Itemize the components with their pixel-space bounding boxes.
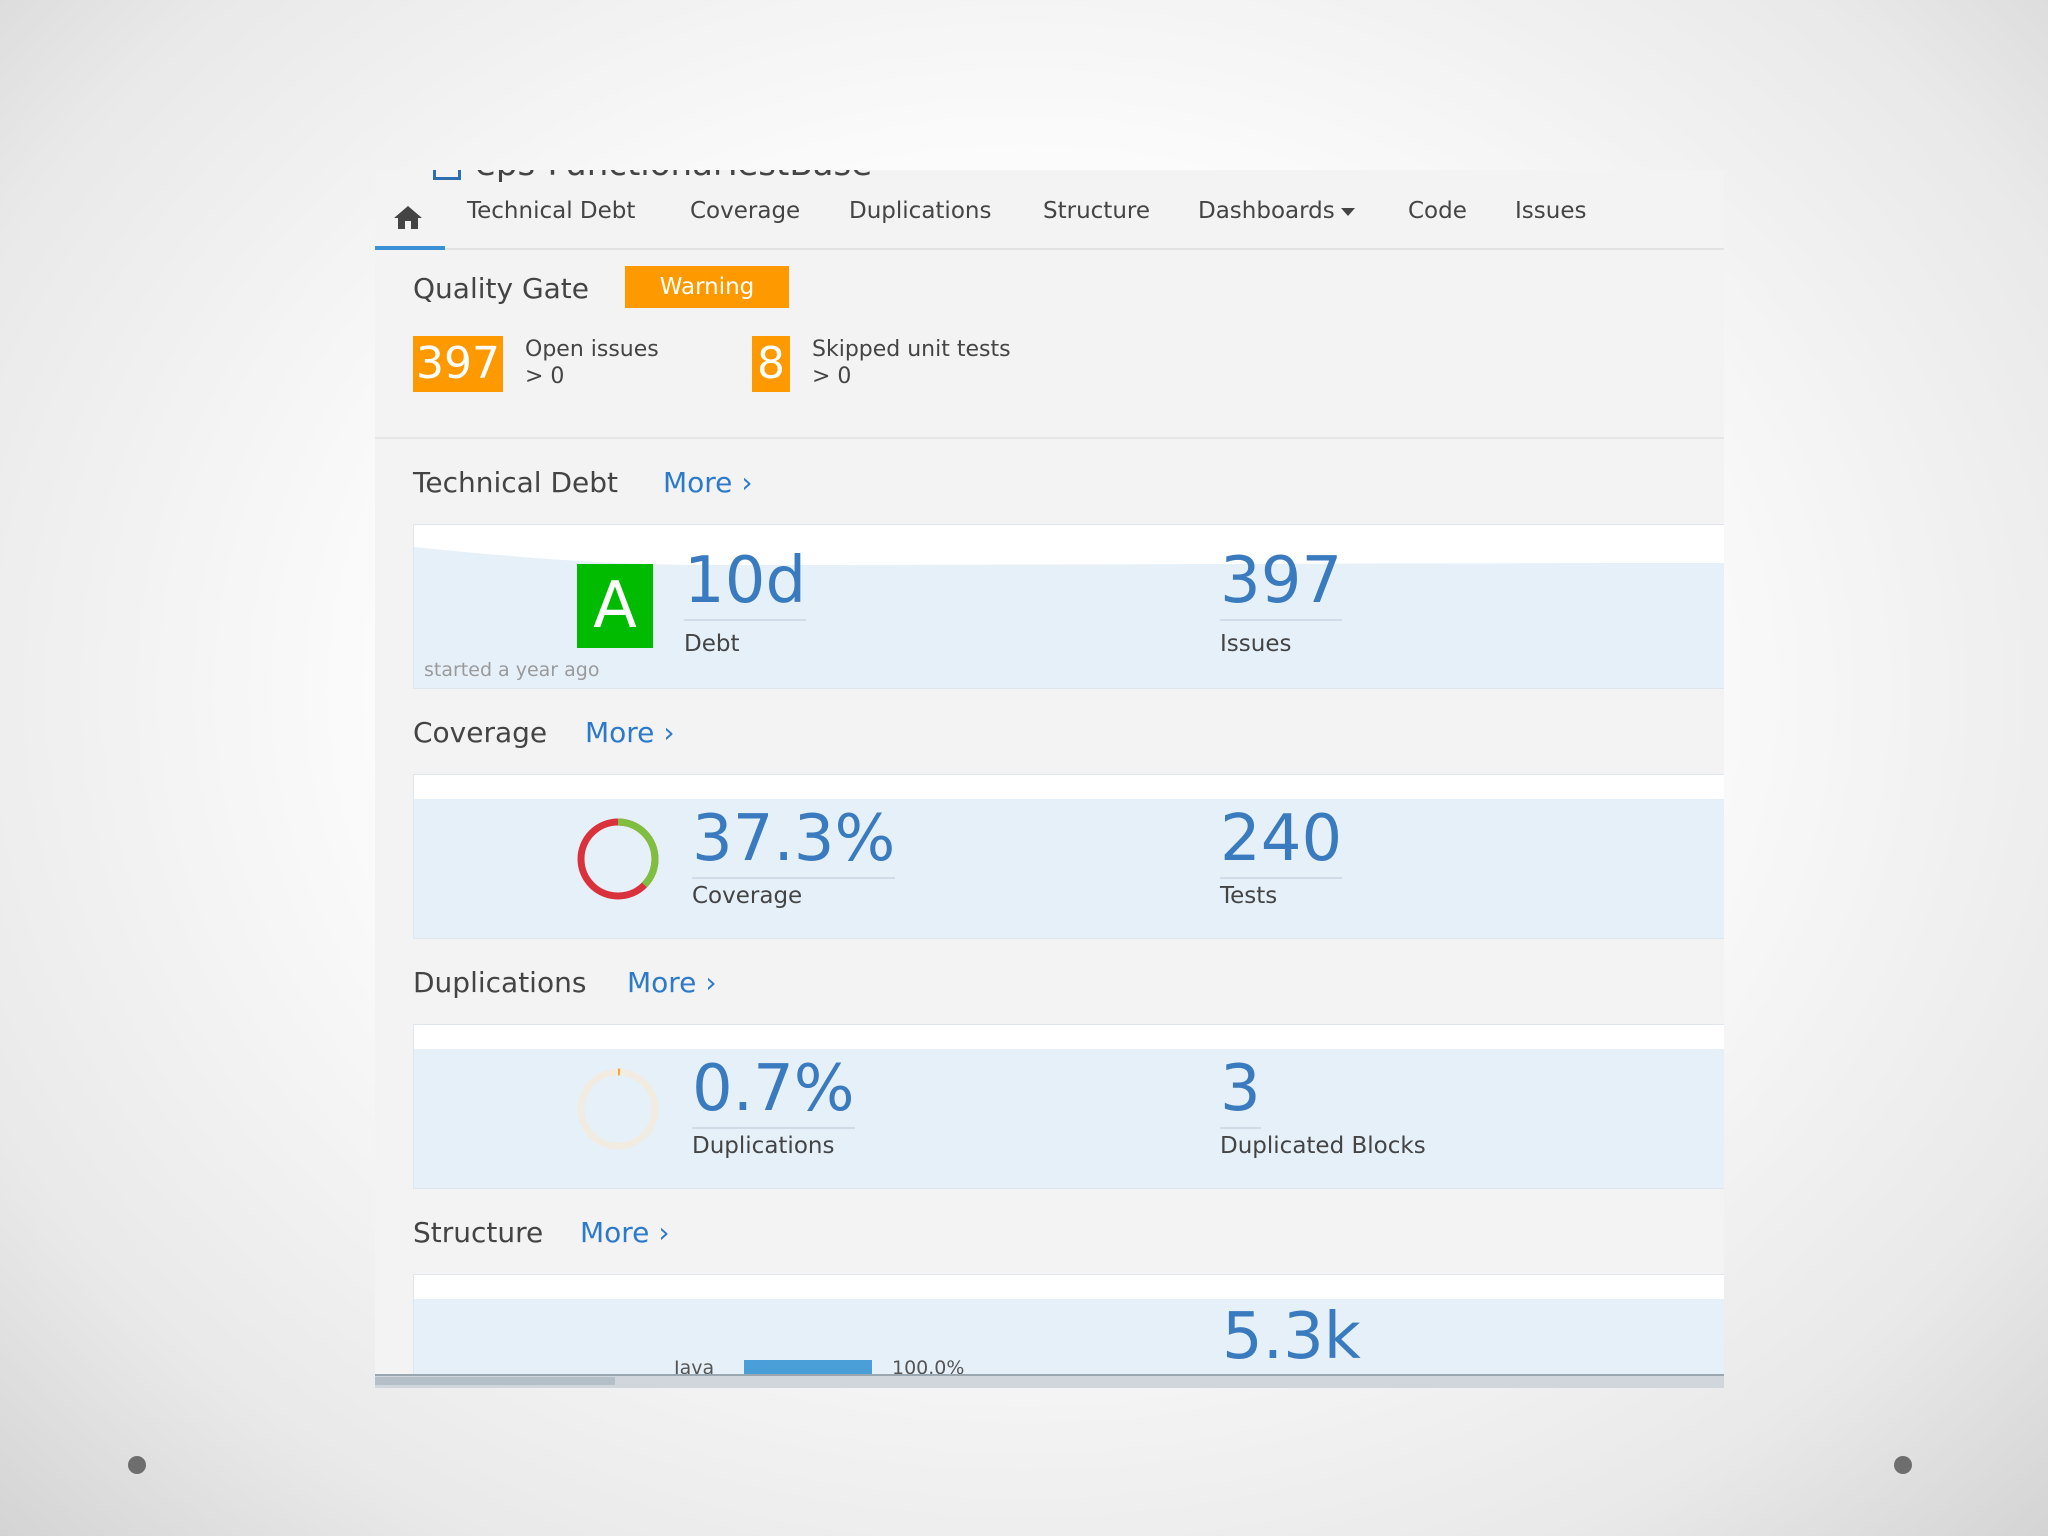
duplicated-blocks-value-text: 3 (1220, 1052, 1261, 1126)
open-issues-label: Open issues (525, 337, 659, 362)
nav-structure[interactable]: Structure (1043, 198, 1150, 224)
project-title: eps-FunctionalTestBase (407, 170, 872, 184)
tests-value-text: 240 (1220, 802, 1343, 876)
open-issues-threshold: > 0 (525, 364, 565, 389)
home-icon (394, 206, 422, 229)
skipped-tests-count[interactable]: 8 (752, 336, 790, 392)
nav-issues[interactable]: Issues (1515, 198, 1587, 224)
duplications-donut-chart (577, 1068, 659, 1150)
slide-bullet-left (128, 1456, 146, 1474)
structure-card-top (414, 1275, 1724, 1299)
duplications-value-text: 0.7% (692, 1052, 855, 1126)
nav-duplications[interactable]: Duplications (849, 198, 992, 224)
duplications-donut-value (577, 1068, 659, 1150)
issues-value[interactable]: 397 (1220, 543, 1343, 621)
language-percent: 100.0% (892, 1357, 965, 1379)
sonarqube-screenshot: eps-FunctionalTestBase Technical Debt Co… (375, 170, 1724, 1388)
structure-more-link[interactable]: More › (580, 1216, 670, 1249)
issues-label: Issues (1220, 631, 1292, 657)
tests-value[interactable]: 240 (1220, 801, 1343, 879)
structure-heading: Structure (413, 1216, 544, 1249)
skipped-tests-condition: Skipped unit tests > 0 (812, 336, 1011, 390)
language-label: Java (674, 1357, 715, 1379)
coverage-value-text: 37.3% (692, 802, 896, 876)
technical-debt-heading: Technical Debt (413, 466, 619, 499)
nav-code[interactable]: Code (1408, 198, 1467, 224)
nav-coverage[interactable]: Coverage (690, 198, 801, 224)
duplications-donut-track (577, 1068, 659, 1150)
coverage-label: Coverage (692, 883, 803, 909)
issues-value-text: 397 (1220, 544, 1343, 618)
structure-card: Java 100.0% 5.3k (413, 1274, 1724, 1386)
quality-gate-status-badge: Warning (625, 266, 789, 308)
debt-label: Debt (684, 631, 740, 657)
duplicated-blocks-label: Duplicated Blocks (1220, 1133, 1426, 1159)
technical-debt-more-link[interactable]: More › (663, 466, 753, 499)
chevron-down-icon (1340, 207, 1355, 216)
structure-size-value[interactable]: 5.3k (1222, 1300, 1361, 1374)
nav-dashboards-label: Dashboards (1198, 198, 1335, 224)
coverage-value[interactable]: 37.3% (692, 801, 896, 879)
quality-gate-panel: Quality Gate Warning 397 Open issues > 0… (375, 250, 1724, 439)
tests-label: Tests (1220, 883, 1278, 909)
duplications-value[interactable]: 0.7% (692, 1051, 855, 1129)
coverage-card-top (414, 775, 1724, 799)
duplications-card-top (414, 1025, 1724, 1049)
coverage-donut-chart (577, 818, 659, 900)
project-icon (433, 170, 461, 180)
open-issues-count[interactable]: 397 (413, 336, 503, 392)
coverage-more-link[interactable]: More › (585, 716, 675, 749)
language-bar-track (744, 1360, 872, 1374)
project-nav: Technical Debt Coverage Duplications Str… (375, 188, 1724, 251)
skipped-tests-threshold: > 0 (812, 364, 852, 389)
coverage-donut-covered (577, 818, 659, 900)
debt-trend-area (414, 525, 1724, 565)
slide-bullet-right (1894, 1456, 1912, 1474)
scrollbar-thumb[interactable] (375, 1377, 615, 1385)
technical-debt-card: A 10d Debt 397 Issues started a year ago (413, 524, 1724, 689)
debt-value-text: 10d (684, 544, 807, 618)
duplicated-blocks-value[interactable]: 3 (1220, 1051, 1261, 1129)
debt-started-note: started a year ago (424, 659, 600, 681)
nav-technical-debt[interactable]: Technical Debt (467, 198, 636, 224)
quality-gate-title: Quality Gate (413, 272, 590, 305)
duplications-heading: Duplications (413, 966, 587, 999)
open-issues-condition: Open issues > 0 (525, 336, 659, 390)
duplications-more-link[interactable]: More › (627, 966, 717, 999)
nav-dashboards[interactable]: Dashboards (1198, 198, 1355, 224)
skipped-tests-label: Skipped unit tests (812, 337, 1011, 362)
duplications-card: 0.7% Duplications 3 Duplicated Blocks (413, 1024, 1724, 1189)
language-bar (744, 1360, 872, 1374)
duplications-label: Duplications (692, 1133, 835, 1159)
nav-home-tab[interactable] (375, 188, 445, 251)
debt-value[interactable]: 10d (684, 543, 807, 621)
sqale-rating-badge[interactable]: A (577, 564, 653, 648)
coverage-card: 37.3% Coverage 240 Tests (413, 774, 1724, 939)
horizontal-scrollbar[interactable] (375, 1374, 1724, 1388)
coverage-heading: Coverage (413, 716, 548, 749)
